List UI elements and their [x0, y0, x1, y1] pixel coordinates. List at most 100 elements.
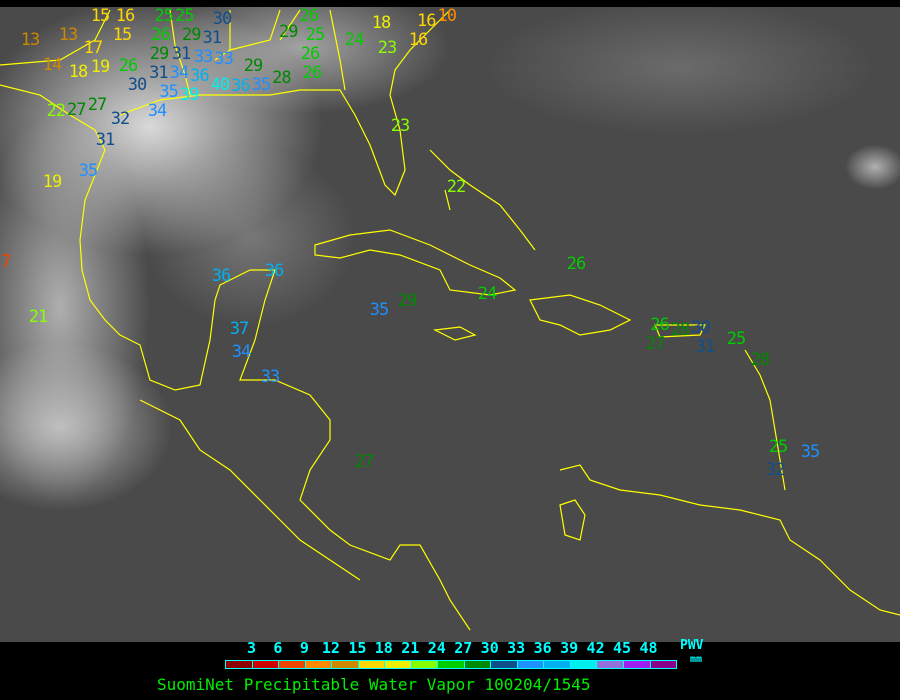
- pwv-station-value: 27: [67, 99, 87, 120]
- pwv-station-value: 29: [149, 44, 170, 64]
- pwv-station-value: 26: [566, 253, 587, 274]
- pwv-station-value: 25: [154, 6, 175, 26]
- pwv-station-value: 30: [127, 74, 148, 95]
- legend-swatch: [491, 661, 518, 668]
- pwv-station-value: 13: [58, 24, 79, 45]
- pwv-station-value: 33: [193, 46, 214, 67]
- pwv-station-value: 19: [42, 171, 63, 192]
- pwv-station-value: 29: [397, 290, 418, 311]
- pwv-station-value: 25: [726, 328, 747, 349]
- pwv-station-value: 29: [279, 21, 299, 42]
- pwv-station-value: 31: [149, 63, 169, 83]
- legend-swatch: [650, 661, 677, 668]
- jamaica: [432, 326, 477, 341]
- legend-tick: 9: [299, 639, 309, 657]
- legend-swatch: [305, 661, 333, 668]
- state-borders: [0, 9, 346, 96]
- pwv-station-value: 40: [210, 74, 231, 95]
- coastlines-overlay: [0, 9, 900, 631]
- pwv-station-value: 36: [211, 265, 232, 286]
- pwv-station-value: 39: [179, 84, 200, 105]
- pwv-station-value: 31: [95, 129, 116, 150]
- pwv-station-value: 16: [408, 30, 429, 50]
- pwv-station-value: 34: [231, 341, 252, 362]
- legend-tick: 21: [401, 639, 420, 657]
- legend-tick: 48: [639, 639, 658, 657]
- pwv-station-value: 10: [437, 6, 458, 26]
- pwv-station-value: 32: [765, 459, 786, 480]
- pwv-station-value: 31: [695, 336, 716, 357]
- pwv-station-value: 26: [650, 315, 670, 335]
- pwv-station-value: 35: [251, 75, 272, 95]
- pacific-coast: [139, 399, 361, 581]
- pwv-station-value: 35: [78, 160, 99, 181]
- venezuela-lake: [559, 499, 586, 541]
- pwv-station-value: 35: [159, 82, 179, 102]
- legend-swatch: [597, 661, 624, 668]
- pwv-station-value: 30: [212, 8, 233, 29]
- pwv-station-value: 26: [118, 55, 139, 76]
- pwv-station-value: 29: [182, 25, 202, 45]
- pwv-station-value: 32: [110, 108, 131, 129]
- pwv-station-value: 26: [302, 63, 323, 83]
- legend-swatch: [226, 661, 253, 668]
- legend-unit-label: PWV: [680, 638, 704, 653]
- pwv-station-value: 34: [147, 101, 168, 121]
- legend-swatch: [544, 661, 571, 668]
- pwv-station-value: 7: [1, 251, 11, 272]
- legend-swatch: [358, 661, 386, 668]
- pwv-station-value: 30: [691, 317, 711, 338]
- legend-swatch: [385, 661, 412, 668]
- legend-color-bar: [225, 660, 677, 669]
- pwv-station-value: 37: [229, 318, 250, 339]
- hispaniola: [529, 294, 632, 336]
- pwv-station-value: 27: [354, 451, 375, 472]
- pwv-station-value: 17: [83, 38, 104, 58]
- pwv-station-value: 26: [299, 6, 320, 26]
- pwv-station-value: 29: [243, 56, 264, 76]
- legend-tick: 3: [246, 639, 256, 657]
- pwv-station-value: 31: [171, 44, 192, 64]
- pwv-station-value: 25: [175, 6, 195, 26]
- pwv-station-value: 28: [670, 319, 691, 340]
- legend-tick: 45: [613, 639, 632, 657]
- pwv-station-value: 36: [231, 75, 251, 96]
- legend-tick: 15: [348, 639, 367, 657]
- legend-swatch: [517, 661, 545, 668]
- pwv-station-value: 35: [800, 441, 821, 462]
- legend-swatch: [464, 661, 492, 668]
- pwv-station-value: 25: [768, 436, 789, 457]
- pwv-station-value: 15: [90, 6, 111, 26]
- pwv-station-value: 18: [371, 12, 392, 33]
- legend-swatch: [623, 661, 651, 668]
- legend-swatch: [411, 661, 439, 668]
- pwv-station-value: 14: [42, 54, 63, 75]
- pwv-station-value: 24: [477, 283, 498, 304]
- pwv-station-value: 18: [68, 61, 89, 82]
- legend-tick: 33: [507, 639, 526, 657]
- image-caption: SuomiNet Precipitable Water Vapor 100204…: [157, 675, 591, 694]
- pwv-station-value: 34: [169, 63, 190, 83]
- pwv-station-value: 13: [20, 29, 41, 50]
- pwv-station-value: 21: [28, 306, 49, 327]
- legend-tick: 39: [560, 639, 579, 657]
- legend-tick: 42: [586, 639, 605, 657]
- legend-tick: 12: [321, 639, 340, 657]
- satellite-image: 13 13 15 16 15 17 14 18 19 26 30 29 31 31 33 33 31 34 36 35…: [0, 7, 900, 642]
- pwv-station-value: 33: [260, 366, 281, 387]
- pwv-station-value: 22: [446, 176, 467, 197]
- pwv-station-value: 28: [750, 349, 771, 370]
- legend-unit: mm: [690, 654, 703, 665]
- pwv-station-value: 26: [151, 25, 171, 45]
- pwv-station-value: 16: [417, 11, 437, 31]
- lesser-antilles: [744, 349, 786, 491]
- south-america-coast: [559, 464, 900, 616]
- pwv-station-value: 23: [377, 37, 398, 58]
- pwv-station-value: 16: [115, 6, 136, 26]
- pwv-station-value: 35: [369, 299, 390, 320]
- legend-swatch: [279, 661, 306, 668]
- pwv-station-value: 31: [202, 27, 223, 48]
- legend-tick: 24: [427, 639, 446, 657]
- pwv-station-value: 28: [272, 67, 292, 88]
